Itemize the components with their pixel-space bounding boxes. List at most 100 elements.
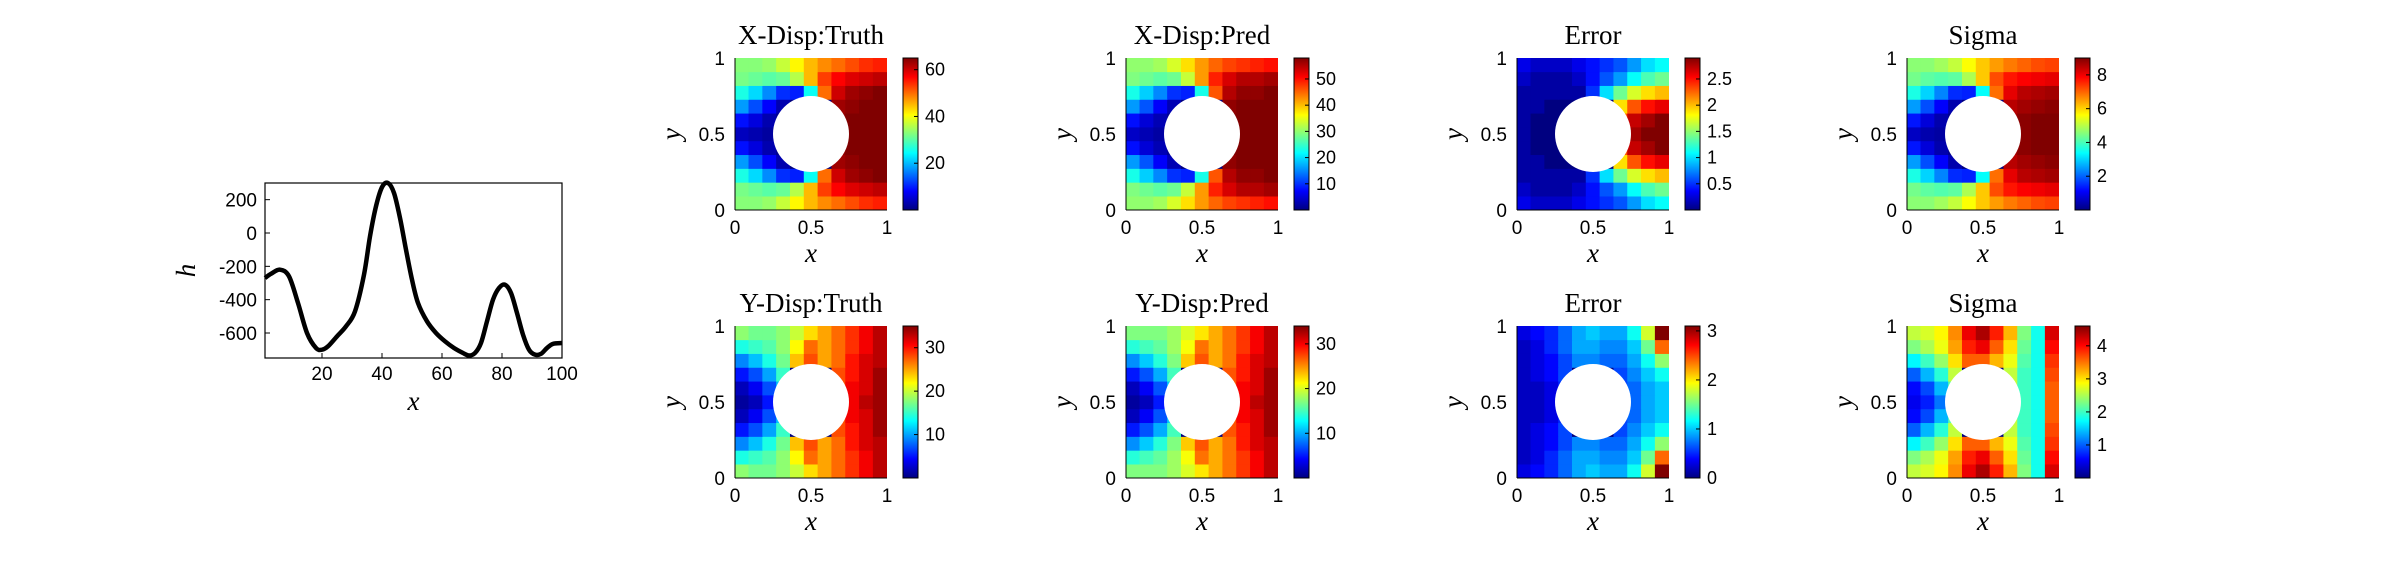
- heatmap-cell: [1920, 408, 1935, 424]
- heatmap-cell: [2031, 353, 2046, 368]
- heatmap-cell: [1907, 182, 1922, 197]
- heatmap-cell: [762, 126, 777, 142]
- heatmap-cell: [2003, 463, 2018, 478]
- colorbar-tick-label: 4: [2097, 336, 2107, 356]
- heatmap-cell: [1194, 168, 1210, 183]
- heatmap-cell: [1989, 85, 2005, 100]
- x-tick-label: 0: [1512, 218, 1523, 239]
- y-tick-label: -600: [219, 324, 257, 345]
- y-tick-label: -200: [219, 257, 257, 278]
- heatmap-cell: [776, 463, 791, 478]
- heatmap-cell: [1934, 195, 1949, 210]
- heatmap-cell: [1599, 58, 1615, 73]
- heatmap-cell: [817, 168, 833, 183]
- heatmap-cell: [845, 450, 860, 465]
- heatmap-cell: [1530, 195, 1545, 210]
- heatmap-cell: [2017, 195, 2032, 210]
- heatmap-cell: [735, 182, 750, 197]
- heatmap-cell: [789, 353, 805, 368]
- colorbar-tick-label: 1: [2097, 435, 2107, 455]
- heatmap-cell: [1222, 353, 1237, 368]
- heatmap-cell: [1126, 380, 1141, 396]
- heatmap-cell: [1139, 380, 1154, 396]
- heatmap-cell: [1250, 463, 1265, 478]
- heatmap-cell: [2031, 380, 2046, 396]
- heatmap-cell: [1530, 367, 1545, 382]
- heatmap-cell: [1641, 394, 1656, 410]
- heatmap-cell: [1126, 168, 1141, 183]
- heatmap-cell: [1627, 436, 1642, 451]
- colorbar-tick-label: 2: [2097, 402, 2107, 422]
- heatmap-cell: [1222, 450, 1237, 465]
- heatmap-cell: [1126, 450, 1141, 465]
- heatmap-cell: [1571, 195, 1587, 210]
- heatmap-cell: [1654, 422, 1669, 437]
- heatmap-cell: [1975, 168, 1991, 183]
- heatmap-cell: [1613, 195, 1628, 210]
- heatmap-cell: [1530, 436, 1545, 451]
- heatmap-cell: [1517, 353, 1532, 368]
- heatmap-cell: [845, 99, 860, 114]
- heatmap-cell: [1934, 353, 1949, 368]
- colorbar-tick-label: 2: [1707, 370, 1717, 390]
- heatmap-cell: [859, 408, 874, 424]
- x-tick-label: 100: [546, 364, 578, 385]
- heatmap-cell: [1153, 408, 1168, 424]
- heatmap-cell: [1236, 380, 1251, 396]
- heatmap-cell: [1641, 422, 1656, 437]
- heatmap-cell: [817, 326, 833, 341]
- heatmap-cell: [1517, 126, 1532, 142]
- heatmap-cell: [762, 450, 777, 465]
- heatmap-cell: [859, 182, 874, 197]
- heatmap-cell: [1236, 71, 1251, 86]
- heatmap-cell: [1989, 71, 2005, 86]
- heatmap-cell: [1948, 339, 1963, 354]
- heatmap-cell: [1139, 99, 1154, 114]
- heatmap-cell: [1222, 326, 1237, 341]
- heatmap-cell: [1126, 112, 1141, 128]
- heatmap-cell: [2044, 353, 2059, 368]
- heatmap-cell: [1236, 422, 1251, 437]
- heatmap-cell: [1126, 154, 1141, 169]
- heatmap-cell: [2017, 450, 2032, 465]
- heatmap-cell: [1920, 126, 1935, 142]
- heatmap-cell: [1208, 168, 1224, 183]
- heatmap-cell: [1975, 450, 1991, 465]
- heatmap-cell: [2044, 436, 2059, 451]
- heatmap-cell: [1263, 422, 1278, 437]
- heatmap-cell: [776, 436, 791, 451]
- heatmap-cell: [762, 339, 777, 354]
- heatmap-cell: [1530, 140, 1545, 156]
- heatmap-cell: [762, 140, 777, 156]
- heatmap-cell: [803, 326, 819, 341]
- heatmap-cell: [1961, 182, 1977, 197]
- heatmap-cell: [1126, 126, 1141, 142]
- heatmap-cell: [1975, 463, 1991, 478]
- heatmap-cell: [1920, 140, 1935, 156]
- heatmap-cell: [1975, 326, 1991, 341]
- heatmap-cell: [1517, 112, 1532, 128]
- heatmap-cell: [1627, 126, 1642, 142]
- heatmap-cell: [1613, 58, 1628, 73]
- heatmap-cell: [1934, 394, 1949, 410]
- heatmap-cell: [859, 463, 874, 478]
- x-axis-label: x: [1195, 506, 1208, 536]
- heatmap-cell: [748, 126, 763, 142]
- heatmap-cell: [1641, 380, 1656, 396]
- heatmap-cell: [859, 126, 874, 142]
- x-tick-label: 1: [2054, 218, 2065, 239]
- heatmap-cell: [845, 326, 860, 341]
- heatmap-cell: [1250, 408, 1265, 424]
- heatmap-cell: [789, 463, 805, 478]
- heatmap-cell: [1558, 450, 1573, 465]
- x-tick-label: 0: [730, 218, 741, 239]
- heatmap-cell: [859, 422, 874, 437]
- heatmap-cell: [1139, 450, 1154, 465]
- y-tick-label: 1: [714, 49, 725, 70]
- heatmap-cell: [1250, 394, 1265, 410]
- y-tick-label: 0: [1886, 201, 1897, 222]
- heatmap-cell: [872, 168, 887, 183]
- heatmap-cell: [817, 182, 833, 197]
- colorbar-tick-label: 2: [1707, 95, 1717, 115]
- heatmap-cell: [2031, 195, 2046, 210]
